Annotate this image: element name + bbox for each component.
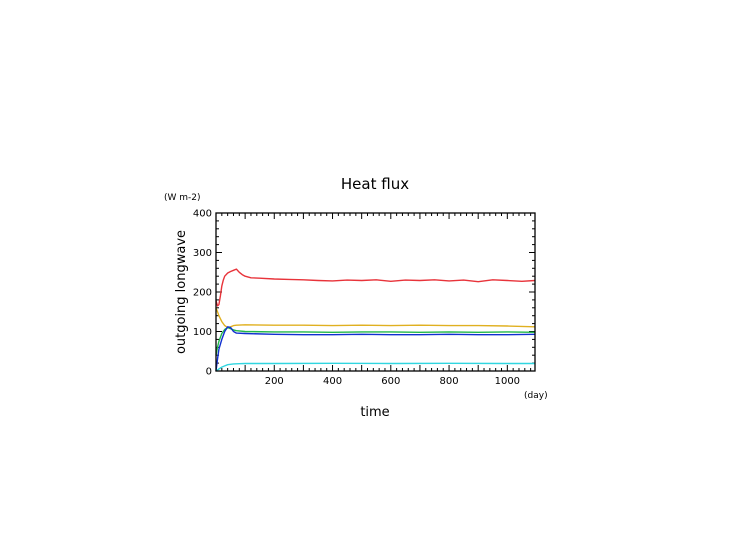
y-tick-label: 0 [206,367,212,378]
series-line-2 [215,307,536,329]
plot-frame [215,212,536,372]
y-tick-label: 200 [193,288,212,299]
series-line-5 [215,362,535,372]
y-axis-label: outgoing longwave [174,230,189,354]
y-tick-label: 100 [193,327,212,338]
series-line-4 [215,326,536,372]
x-tick-label: 200 [265,376,284,387]
tick-labels: 200 400 600 800 1000 0 100 200 300 400 [193,209,520,388]
series-layer [215,268,536,372]
series-line-3 [215,326,536,356]
x-tick-label: 800 [440,376,459,387]
y-tick-label: 300 [193,248,212,259]
x-tick-label: 600 [381,376,400,387]
y-unit-label: (W m-2) [164,193,201,203]
x-tick-label: 1000 [495,376,520,387]
x-tick-label: 400 [323,376,342,387]
y-tick-label: 400 [193,209,212,220]
x-axis-label: time [360,405,389,420]
axis-ticks [216,213,535,371]
chart-title: Heat flux [341,175,409,193]
series-line-1 [215,268,536,307]
x-unit-label: (day) [524,391,548,401]
